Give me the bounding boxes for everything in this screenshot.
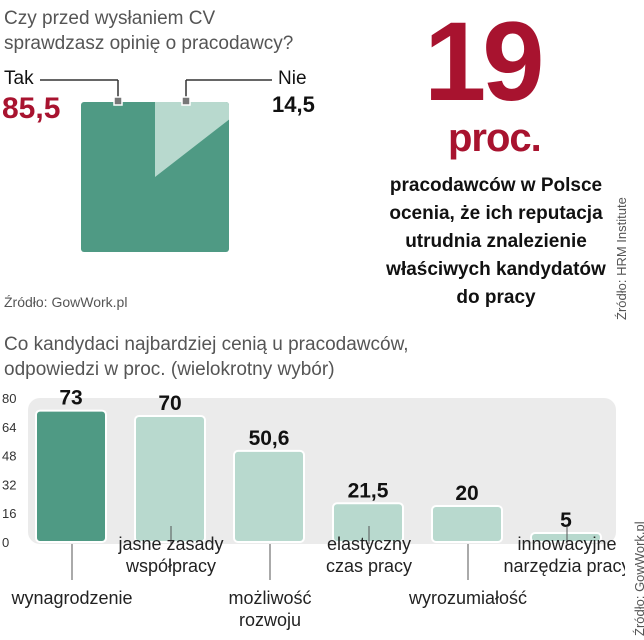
category-label: rozwoju bbox=[239, 610, 301, 630]
category-label: wynagrodzenie bbox=[10, 588, 132, 608]
bar-value-label: 73 bbox=[59, 387, 82, 410]
bar-value-label: 5 bbox=[560, 509, 572, 532]
pie-value-nie: 14,5 bbox=[272, 92, 315, 117]
y-tick-label: 64 bbox=[2, 420, 16, 435]
highlight-source: Źródło: HRM Institute bbox=[614, 197, 629, 320]
category-label: wyrozumiałość bbox=[408, 588, 527, 608]
bar-value-label: 20 bbox=[455, 482, 478, 505]
y-tick-label: 0 bbox=[2, 535, 9, 550]
pie-marker-nie bbox=[181, 96, 191, 106]
category-label: współpracy bbox=[125, 556, 216, 576]
pie-source: Źródło: GowWork.pl bbox=[4, 294, 128, 310]
y-tick-label: 48 bbox=[2, 449, 16, 464]
category-label: czas pracy bbox=[326, 556, 412, 576]
pie-question-line: Czy przed wysłaniem CV bbox=[4, 8, 216, 29]
bar bbox=[332, 502, 404, 544]
highlight-line: ocenia, że ich reputacja bbox=[389, 203, 603, 224]
bar-value-label: 21,5 bbox=[348, 479, 389, 502]
pie-label-nie: Nie bbox=[278, 68, 307, 89]
bar-title-line: Co kandydaci najbardziej cenią u pracoda… bbox=[4, 334, 409, 355]
highlight-line: utrudnia znalezienie bbox=[405, 231, 587, 252]
bar bbox=[35, 409, 107, 543]
category-label: możliwość bbox=[228, 588, 311, 608]
bar bbox=[431, 505, 503, 543]
highlight-unit: proc. bbox=[448, 116, 542, 160]
bar-value-label: 50,6 bbox=[249, 427, 290, 450]
bar-chart-title: Co kandydaci najbardziej cenią u pracoda… bbox=[4, 332, 409, 382]
highlight-description: pracodawców w Polsce ocenia, że ich repu… bbox=[360, 172, 632, 312]
pie-question: Czy przed wysłaniem CV sprawdzasz opinię… bbox=[4, 6, 293, 56]
pie-chart bbox=[40, 79, 272, 252]
pie-marker-tak bbox=[113, 96, 123, 106]
y-tick-label: 80 bbox=[2, 391, 16, 406]
pie-question-line: sprawdzasz opinię o pracodawcy? bbox=[4, 33, 294, 54]
pie-value-tak: 85,5 bbox=[2, 92, 61, 125]
category-label: elastyczny bbox=[327, 534, 411, 554]
y-tick-label: 32 bbox=[2, 477, 16, 492]
category-label: jasne zasady bbox=[117, 534, 223, 554]
highlight-number: 19 bbox=[424, 0, 545, 124]
bar-title-line: odpowiedzi w proc. (wielokrotny wybór) bbox=[4, 359, 335, 380]
bar-value-label: 70 bbox=[158, 392, 181, 415]
pie-label-tak: Tak bbox=[4, 68, 34, 89]
bar bbox=[233, 449, 305, 543]
highlight-line: pracodawców w Polsce bbox=[389, 175, 603, 196]
category-label: narzędzia pracy bbox=[503, 556, 625, 576]
category-label: innowacyjne bbox=[517, 534, 616, 554]
bar-panel bbox=[28, 398, 616, 544]
highlight-line: do pracy bbox=[456, 287, 536, 308]
bar-chart: 80 64 48 32 16 0 73 wynagrodzenie 70 jasne zasady… bbox=[2, 387, 625, 630]
bar bbox=[530, 532, 602, 543]
highlight-line: właściwych kandydatów bbox=[386, 259, 606, 280]
bar-source: Źródło: GowWork.pl bbox=[632, 521, 644, 636]
bar bbox=[134, 415, 206, 543]
y-tick-label: 16 bbox=[2, 506, 16, 521]
